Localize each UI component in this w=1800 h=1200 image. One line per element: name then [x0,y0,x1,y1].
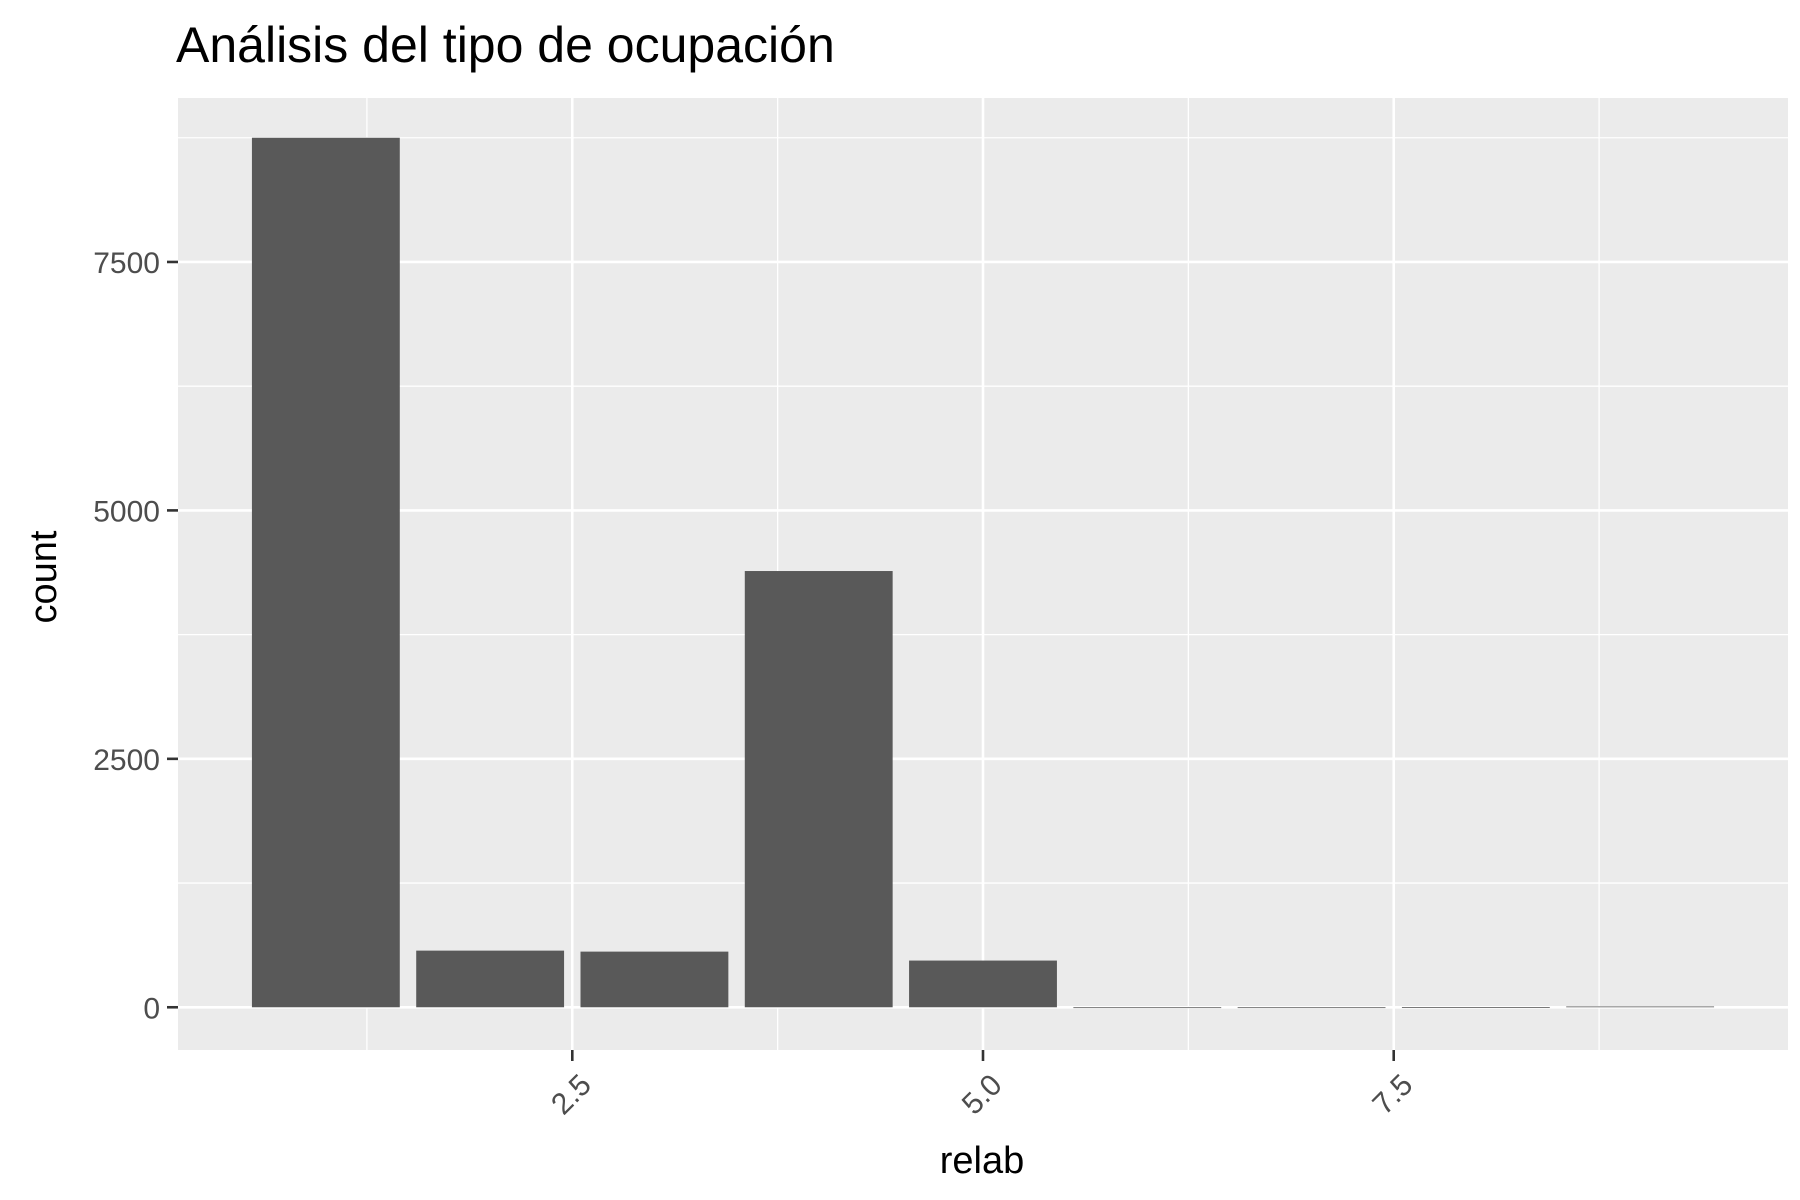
x-axis: 2.5 5.0 7.5 [545,1050,1419,1121]
bar [1401,1007,1550,1008]
bar [580,951,729,1008]
chart-title: Análisis del tipo de ocupación [176,17,835,73]
y-tick-label: 0 [143,992,160,1025]
x-tick-label: 2.5 [545,1068,598,1121]
y-tick-label: 7500 [93,247,160,280]
y-tick-label: 2500 [93,744,160,777]
bar [251,137,400,1008]
y-tick-label: 5000 [93,495,160,528]
bar [1237,1007,1386,1009]
x-tick-label: 5.0 [956,1068,1009,1121]
x-axis-title: relab [940,1140,1025,1182]
bar [416,950,565,1008]
y-axis-title: count [23,530,65,623]
x-tick-label: 7.5 [1367,1068,1420,1121]
bars [251,137,1715,1009]
y-axis: 0 2500 5000 7500 [93,247,178,1025]
bar [1566,1006,1715,1008]
bar [1073,1007,1222,1009]
bar [909,960,1057,1008]
bar [744,571,893,1008]
